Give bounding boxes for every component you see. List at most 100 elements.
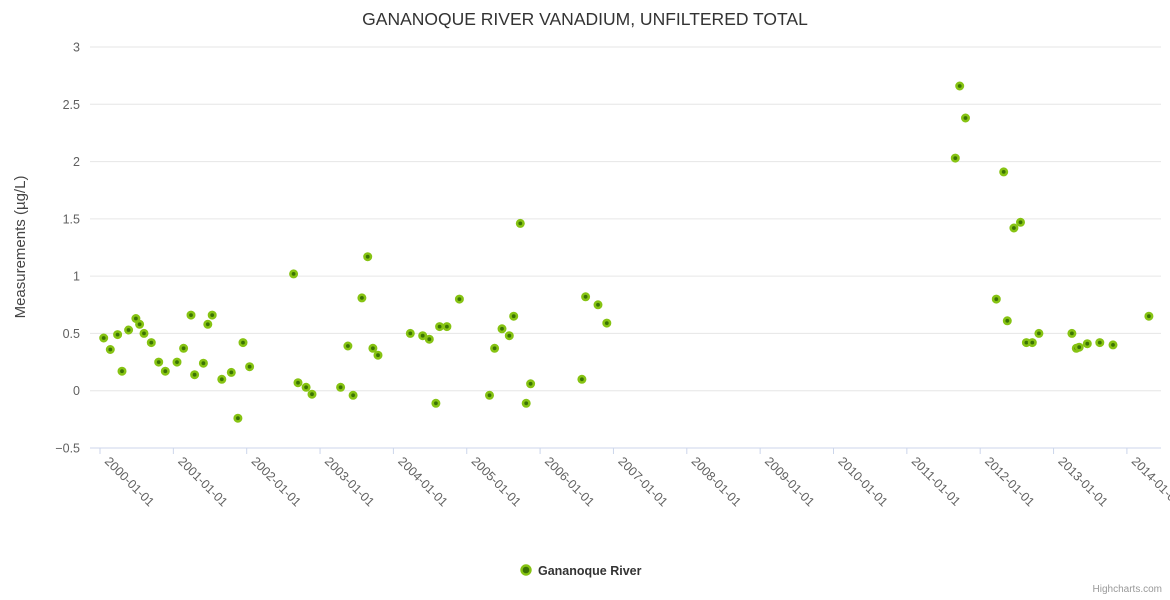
data-point[interactable] [581,292,591,302]
data-point[interactable] [190,370,200,380]
data-point[interactable] [405,328,415,338]
x-axis-tick-label: 2003-01-01 [322,454,377,509]
data-point[interactable] [955,81,965,91]
data-point[interactable] [1082,339,1092,349]
data-point[interactable] [577,374,587,384]
y-axis-tick-label: 2 [73,155,80,169]
data-point[interactable] [348,390,358,400]
data-point[interactable] [454,294,464,304]
x-axis-tick-label: 2004-01-01 [395,454,450,509]
y-axis-tick-label: 0.5 [63,327,80,341]
data-point[interactable] [117,366,127,376]
data-point[interactable] [307,389,317,399]
data-point[interactable] [1034,328,1044,338]
data-point[interactable] [105,344,115,354]
data-point[interactable] [999,167,1009,177]
data-point[interactable] [217,374,227,384]
gridlines [90,46,1161,449]
data-point[interactable] [1009,223,1019,233]
y-axis-labels: 3 2.5 2 1.5 1 0.5 0 −0.5 [55,41,80,456]
x-axis-labels: 2000-01-01 2001-01-01 2002-01-01 2003-01-01… [102,454,1170,509]
data-point[interactable] [1015,217,1025,227]
legend-label: Gananoque River [538,564,642,578]
data-point[interactable] [484,390,494,400]
data-point[interactable] [289,269,299,279]
data-point[interactable] [139,328,149,338]
data-point[interactable] [124,325,134,335]
data-point[interactable] [368,343,378,353]
data-point[interactable] [186,310,196,320]
data-point[interactable] [504,331,514,341]
legend-marker-icon [520,564,532,576]
data-point[interactable] [373,350,383,360]
data-point[interactable] [418,331,428,341]
data-point[interactable] [490,343,500,353]
x-axis [90,447,1161,454]
data-point[interactable] [203,319,213,329]
data-point[interactable] [950,153,960,163]
data-point[interactable] [521,398,531,408]
data-point[interactable] [526,379,536,389]
data-point[interactable] [146,338,156,348]
data-point[interactable] [154,357,164,367]
data-point[interactable] [509,311,519,321]
x-axis-tick-label: 2001-01-01 [175,454,230,509]
data-point[interactable] [301,382,311,392]
y-axis-title: Measurements (µg/L) [12,176,29,319]
legend-item[interactable]: Gananoque River [520,564,642,578]
x-axis-tick-label: 2009-01-01 [762,454,817,509]
data-point[interactable] [131,313,141,323]
data-point[interactable] [99,333,109,343]
data-point[interactable] [363,252,373,262]
data-point[interactable] [343,341,353,351]
data-point[interactable] [991,294,1001,304]
data-point[interactable] [179,343,189,353]
data-point[interactable] [442,322,452,332]
data-point[interactable] [602,318,612,328]
data-point[interactable] [245,362,255,372]
series-points [99,81,1154,423]
data-point[interactable] [515,218,525,228]
data-point[interactable] [960,113,970,123]
data-point[interactable] [593,300,603,310]
data-point[interactable] [1027,338,1037,348]
data-point[interactable] [1002,316,1012,326]
data-point[interactable] [1095,338,1105,348]
data-point[interactable] [431,398,441,408]
data-point[interactable] [238,338,248,348]
data-point[interactable] [1067,328,1077,338]
data-point[interactable] [233,413,243,423]
data-point[interactable] [293,378,303,388]
data-point[interactable] [135,319,145,329]
data-point[interactable] [424,334,434,344]
x-axis-tick-label: 2008-01-01 [689,454,744,509]
data-point[interactable] [497,324,507,334]
x-axis-tick-label: 2007-01-01 [615,454,670,509]
x-axis-tick-label: 2012-01-01 [982,454,1037,509]
data-point[interactable] [1144,311,1154,321]
data-point[interactable] [435,322,445,332]
data-point[interactable] [172,357,182,367]
x-axis-tick-label: 2002-01-01 [249,454,304,509]
x-axis-tick-label: 2000-01-01 [102,454,157,509]
data-point[interactable] [1108,340,1118,350]
x-axis-tick-label: 2005-01-01 [469,454,524,509]
data-point[interactable] [198,358,208,368]
data-point[interactable] [113,330,123,340]
x-axis-tick-label: 2011-01-01 [909,454,963,508]
data-point[interactable] [357,293,367,303]
y-axis-tick-label: 1.5 [63,212,80,226]
data-point[interactable] [336,382,346,392]
data-point[interactable] [207,310,217,320]
data-point[interactable] [226,367,236,377]
credits-link[interactable]: Highcharts.com [1093,584,1162,595]
x-axis-tick-label: 2006-01-01 [542,454,597,509]
x-axis-tick-label: 2013-01-01 [1055,454,1110,509]
data-point[interactable] [1074,342,1084,352]
data-point[interactable] [160,366,170,376]
y-axis-tick-label: 1 [73,270,80,284]
y-axis-tick-label: −0.5 [55,442,80,456]
y-axis-tick-label: 2.5 [63,98,80,112]
